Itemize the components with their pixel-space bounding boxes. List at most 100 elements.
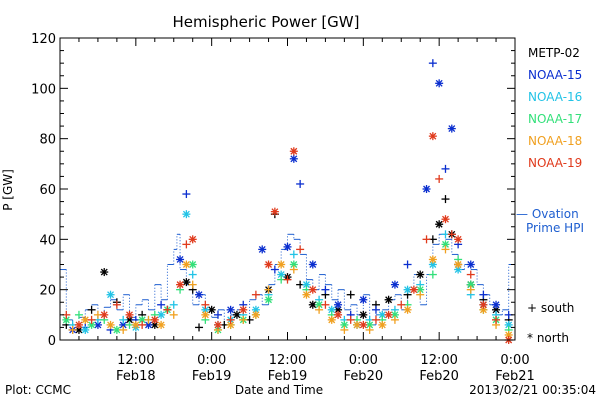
south-marker-noaa-15 (428, 59, 437, 68)
north-marker-noaa-15 (226, 305, 235, 314)
north-marker-noaa-19 (150, 315, 159, 324)
north-marker-noaa-18 (327, 315, 336, 324)
north-marker-noaa-15 (334, 300, 343, 309)
north-marker-noaa-16 (302, 280, 311, 289)
chart-title: Hemispheric Power [GW] (173, 13, 360, 31)
legend-item-noaa-15: NOAA-15 (528, 68, 582, 82)
north-marker-noaa-18 (157, 320, 166, 329)
north-marker-metp-02 (416, 270, 425, 279)
south-marker-noaa-19 (466, 270, 475, 279)
north-marker-noaa-18 (182, 260, 191, 269)
south-marker-noaa-18 (68, 325, 77, 334)
south-marker-noaa-15 (441, 164, 450, 173)
north-marker-metp-02 (435, 220, 444, 229)
symbol-key-north: * north (527, 331, 569, 345)
south-marker-noaa-19 (397, 300, 406, 309)
south-marker-noaa-16 (188, 270, 197, 279)
south-marker-noaa-19 (422, 235, 431, 244)
north-marker-noaa-18 (277, 260, 286, 269)
south-marker-noaa-18 (340, 325, 349, 334)
south-marker-noaa-18 (264, 285, 273, 294)
south-marker-noaa-15 (479, 290, 488, 299)
north-marker-noaa-17 (289, 260, 298, 269)
north-marker-noaa-15 (93, 320, 102, 329)
north-marker-noaa-19 (428, 132, 437, 141)
north-marker-noaa-16 (378, 310, 387, 319)
north-marker-noaa-16 (182, 210, 191, 219)
south-marker-noaa-19 (283, 275, 292, 284)
south-marker-noaa-15 (157, 300, 166, 309)
north-marker-noaa-19 (384, 310, 393, 319)
timestamp: 2013/02/21 00:35:04 (469, 383, 596, 397)
south-marker-noaa-18 (315, 305, 324, 314)
north-marker-metp-02 (100, 268, 109, 277)
north-marker-noaa-19 (188, 235, 197, 244)
north-marker-noaa-19 (239, 305, 248, 314)
y-tick-label: 100 (31, 82, 56, 97)
south-marker-noaa-19 (163, 305, 172, 314)
symbol-key-south: + south (527, 301, 574, 315)
south-marker-noaa-15 (403, 260, 412, 269)
south-marker-noaa-15 (321, 285, 330, 294)
south-marker-noaa-16 (289, 250, 298, 259)
x-tick-label-time: 12:00 (117, 353, 154, 368)
south-marker-noaa-18 (119, 325, 128, 334)
north-marker-metp-02 (182, 278, 191, 287)
north-marker-noaa-18 (353, 320, 362, 329)
north-marker-noaa-19 (359, 320, 368, 329)
north-marker-noaa-18 (378, 320, 387, 329)
north-marker-noaa-16 (454, 265, 463, 274)
south-marker-noaa-18 (416, 290, 425, 299)
north-marker-noaa-16 (81, 325, 90, 334)
north-marker-noaa-18 (302, 290, 311, 299)
north-marker-noaa-19 (334, 310, 343, 319)
north-marker-noaa-18 (428, 255, 437, 264)
legend-item-noaa-18: NOAA-18 (528, 134, 582, 148)
north-marker-noaa-18 (251, 310, 260, 319)
south-marker-noaa-19 (321, 300, 330, 309)
north-marker-noaa-15 (492, 300, 501, 309)
south-marker-noaa-15 (296, 179, 305, 188)
north-marker-noaa-19 (74, 320, 83, 329)
north-marker-noaa-19 (176, 280, 185, 289)
ovation-legend-line1: — Ovation (516, 207, 579, 221)
north-marker-noaa-18 (454, 260, 463, 269)
x-tick-label-time: 12:00 (269, 353, 306, 368)
north-marker-noaa-19 (409, 285, 418, 294)
north-marker-metp-02 (359, 310, 368, 319)
south-marker-noaa-15 (371, 305, 380, 314)
south-marker-noaa-18 (239, 315, 248, 324)
x-tick-label-date: Feb19 (268, 369, 308, 384)
x-tick-label-time: 0:00 (500, 353, 529, 368)
south-marker-noaa-19 (447, 230, 456, 239)
north-marker-noaa-18 (106, 320, 115, 329)
y-tick-label: 60 (39, 183, 56, 198)
x-tick-label-date: Feb20 (419, 369, 459, 384)
south-marker-noaa-15 (213, 310, 222, 319)
y-tick-label: 80 (39, 133, 56, 148)
north-marker-noaa-15 (422, 185, 431, 193)
north-marker-noaa-19 (308, 285, 317, 294)
y-tick-label: 0 (48, 334, 56, 349)
north-marker-noaa-16 (251, 305, 260, 314)
legend-item-metp-02: METP-02 (528, 46, 580, 60)
y-axis-label: P [GW] (1, 169, 15, 211)
x-tick-label-time: 0:00 (197, 353, 226, 368)
south-marker-noaa-19 (226, 315, 235, 324)
south-marker-metp-02 (346, 290, 355, 299)
ovation-legend-line2: Prime HPI (526, 221, 584, 235)
south-marker-noaa-19 (296, 245, 305, 254)
south-marker-noaa-19 (492, 315, 501, 324)
south-marker-noaa-18 (390, 315, 399, 324)
south-marker-metp-02 (441, 195, 450, 204)
south-marker-noaa-15 (182, 190, 191, 199)
north-marker-noaa-17 (264, 295, 273, 304)
data-points (62, 59, 513, 344)
north-marker-noaa-15 (390, 280, 399, 289)
south-marker-noaa-18 (169, 310, 178, 319)
north-marker-noaa-19 (289, 147, 298, 156)
south-marker-noaa-17 (74, 310, 83, 319)
south-marker-metp-02 (87, 305, 96, 314)
symbol-key: + south * north (527, 301, 574, 345)
